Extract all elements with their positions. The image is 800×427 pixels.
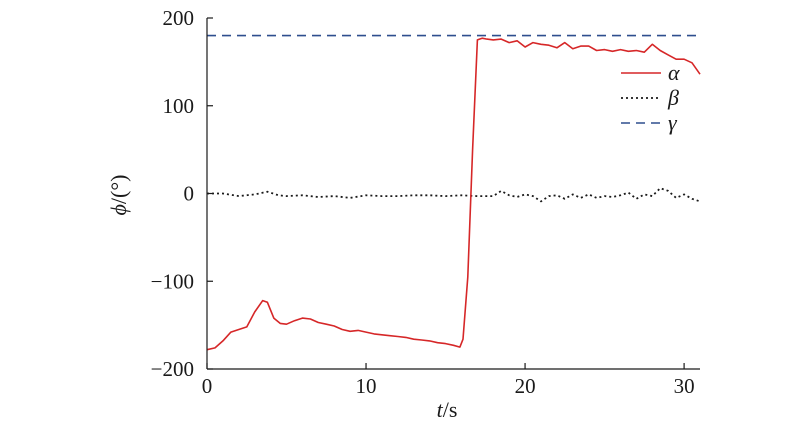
y-tick-label: −100	[151, 269, 194, 293]
legend-label-alpha: α	[668, 60, 680, 85]
x-tick-label: 10	[356, 374, 377, 398]
x-tick-label: 20	[515, 374, 536, 398]
legend: α β γ	[621, 60, 680, 135]
series-layer	[206, 34, 701, 351]
x-tick-label: 30	[674, 374, 695, 398]
series-line-alpha	[206, 37, 701, 351]
legend-label-beta: β	[667, 85, 679, 110]
y-axis-label: ϕ/(°)	[106, 175, 131, 216]
series-line-beta	[207, 187, 701, 203]
x-axis-label-unit: /s	[443, 397, 458, 422]
x-axis-label: t/s	[437, 397, 458, 422]
legend-label-gamma: γ	[668, 110, 678, 135]
y-tick-label: 0	[184, 182, 195, 206]
axes-layer	[206, 18, 700, 370]
y-tick-label: 100	[163, 94, 195, 118]
y-axis-label-unit: /(°)	[106, 175, 131, 205]
y-tick-label: 200	[163, 6, 195, 30]
x-tick-label: 0	[202, 374, 213, 398]
y-axis-label-var: ϕ	[106, 204, 131, 215]
x-axis-label-var: t	[437, 397, 444, 422]
ticks-layer: 0 10 20 30 −200 −100 0 100 200	[151, 6, 695, 398]
y-tick-label: −200	[151, 357, 194, 381]
